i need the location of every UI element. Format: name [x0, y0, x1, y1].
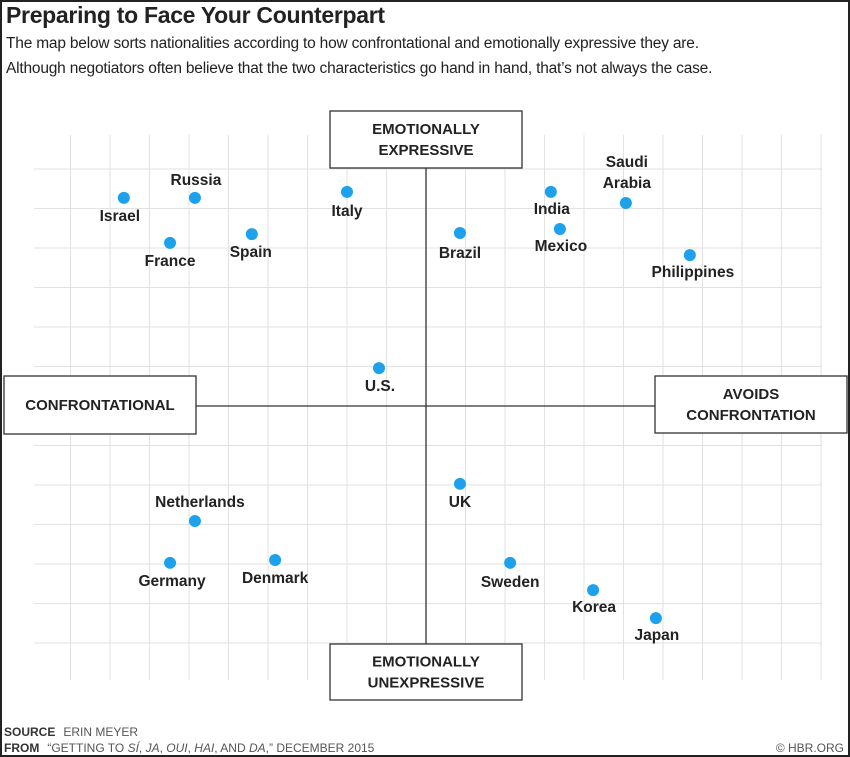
- from-date: ,” DECEMBER 2015: [265, 741, 375, 755]
- data-label: Philippines: [652, 264, 735, 281]
- data-label: India: [534, 201, 571, 218]
- from-sep: ,: [138, 741, 146, 755]
- data-label: UK: [449, 494, 472, 511]
- data-point: [683, 249, 696, 262]
- data-point: [188, 191, 201, 204]
- source-label: SOURCE: [4, 725, 56, 739]
- data-label: Brazil: [439, 245, 481, 262]
- source-value: ERIN MEYER: [63, 725, 139, 739]
- data-point: [164, 236, 177, 249]
- data-point: [269, 554, 282, 567]
- from-hai: HAI: [194, 741, 215, 755]
- from-sep: , AND: [214, 741, 249, 755]
- data-point: [117, 191, 130, 204]
- data-point: [453, 226, 466, 239]
- data-point: [341, 185, 353, 198]
- copyright: © HBR.ORG: [775, 741, 844, 755]
- data-label: Italy: [331, 203, 362, 220]
- axis-label-left: CONFRONTATIONAL: [25, 397, 174, 414]
- data-label: Denmark: [242, 570, 309, 587]
- from-ja: JA: [145, 741, 160, 755]
- data-point: [553, 223, 566, 236]
- axis-label-box-top: [329, 110, 523, 169]
- from-text: “GETTING TO: [47, 741, 128, 755]
- subtitle-line-1: The map below sorts nationalities accord…: [6, 35, 699, 52]
- data-label: Russia: [171, 172, 222, 189]
- axis-label-box-right: [654, 375, 848, 434]
- subtitle-line-2: Although negotiators often believe that …: [6, 60, 713, 77]
- from-sep: ,: [159, 741, 167, 755]
- data-label: Germany: [138, 573, 206, 590]
- axis-label-top: EXPRESSIVE: [378, 142, 473, 159]
- data-label: Japan: [634, 627, 679, 644]
- data-label: Spain: [230, 244, 272, 261]
- source-line: SOURCE ERIN MEYER: [4, 725, 138, 739]
- data-point: [188, 514, 201, 527]
- data-point: [245, 228, 258, 241]
- data-point: [544, 185, 557, 198]
- from-sep: ,: [187, 741, 195, 755]
- axis-label-top: EMOTIONALLY: [372, 121, 480, 138]
- from-label: FROM: [4, 741, 40, 755]
- from-da: DA: [248, 741, 266, 755]
- data-point: [164, 556, 177, 569]
- axis-label-box-left: [3, 375, 197, 435]
- data-label: Sweden: [481, 574, 540, 591]
- data-label: Israel: [100, 208, 141, 225]
- axis-label-bottom: EMOTIONALLY: [372, 654, 480, 671]
- data-label: Korea: [572, 599, 616, 616]
- data-point: [504, 556, 517, 569]
- from-line: FROM “GETTING TO SÍ, JA, OUI, HAI, AND DA…: [4, 741, 374, 755]
- axis-label-right: CONFRONTATION: [686, 407, 815, 424]
- data-point: [587, 584, 600, 597]
- from-oui: OUI: [166, 741, 188, 755]
- from-si: SÍ: [127, 741, 139, 755]
- data-label: Netherlands: [155, 494, 245, 511]
- data-point: [453, 477, 466, 490]
- axis-label-bottom: UNEXPRESSIVE: [368, 675, 485, 692]
- axis-label-box-bottom: [329, 643, 523, 701]
- data-point: [372, 362, 385, 375]
- data-label: U.S.: [365, 378, 395, 395]
- data-label: Mexico: [535, 238, 588, 255]
- data-label: Saudi: [606, 154, 648, 171]
- chart-title: Preparing to Face Your Counterpart: [6, 2, 385, 28]
- axis-label-right: AVOIDS: [723, 386, 779, 403]
- data-point: [619, 196, 632, 209]
- data-point: [649, 612, 662, 625]
- data-label: France: [145, 253, 196, 270]
- data-label: Arabia: [603, 175, 652, 192]
